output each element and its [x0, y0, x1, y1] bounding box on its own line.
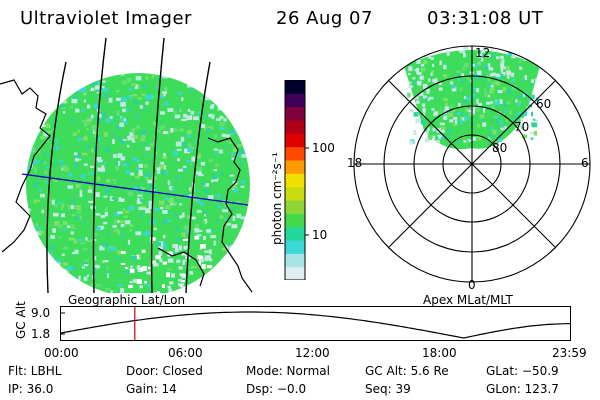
- alt-ytick: 9.0: [31, 306, 51, 320]
- altitude-plot: [60, 306, 571, 341]
- info-flt: Flt: LBHL: [8, 364, 62, 378]
- info-glon: GLon: 123.7: [486, 382, 559, 396]
- lat-label-60: 60: [536, 97, 552, 111]
- colorbar-tick-label: 100: [312, 141, 335, 155]
- colorbar-tick-label: 10: [312, 228, 328, 242]
- info-mode: Mode: Normal: [246, 364, 330, 378]
- info-gc-alt: GC Alt: 5.6 Re: [365, 364, 449, 378]
- info-door: Door: Closed: [126, 364, 203, 378]
- coastline: [0, 79, 253, 293]
- mlt-label-6: 6: [581, 156, 589, 170]
- latitude-line: [21, 173, 249, 206]
- info-seq: Seq: 39: [365, 382, 411, 396]
- alt-ytick: 1.8: [31, 327, 51, 341]
- info-dsp: Dsp: −0.0: [246, 382, 307, 396]
- mlt-label-0: 0: [468, 278, 476, 292]
- alt-xtick: 12:00: [295, 346, 330, 360]
- mlt-label-18: 18: [347, 156, 363, 170]
- left-caption: Geographic Lat/Lon: [68, 293, 186, 307]
- instrument-title: Ultraviolet Imager: [20, 8, 192, 29]
- colorbar-unit-label: photon cm⁻²s⁻¹: [270, 152, 284, 245]
- polar-grid: [353, 45, 591, 283]
- alt-xtick: 18:00: [422, 346, 457, 360]
- time-label: 03:31:08 UT: [427, 8, 544, 29]
- coastline: [157, 247, 205, 287]
- right-caption: Apex MLat/MLT: [423, 293, 513, 307]
- altitude-curve: [60, 311, 570, 339]
- alt-ylabel: GC Alt: [14, 301, 28, 339]
- geographic-image: [0, 38, 253, 293]
- colorbar: [284, 80, 309, 280]
- date-label: 26 Aug 07: [276, 8, 373, 29]
- info-glat: GLat: −50.9: [486, 364, 559, 378]
- alt-xtick: 23:59: [552, 346, 587, 360]
- alt-xtick: 06:00: [168, 346, 203, 360]
- lat-label-70: 70: [514, 120, 530, 134]
- info-ip: IP: 36.0: [8, 382, 54, 396]
- info-gain: Gain: 14: [126, 382, 177, 396]
- aurora-disk: [26, 73, 250, 293]
- polar-plot: [353, 45, 591, 283]
- mlt-label-12: 12: [475, 46, 491, 60]
- lat-label-80: 80: [492, 141, 508, 155]
- meridian-grid: [46, 38, 211, 293]
- alt-xtick: 00:00: [44, 346, 79, 360]
